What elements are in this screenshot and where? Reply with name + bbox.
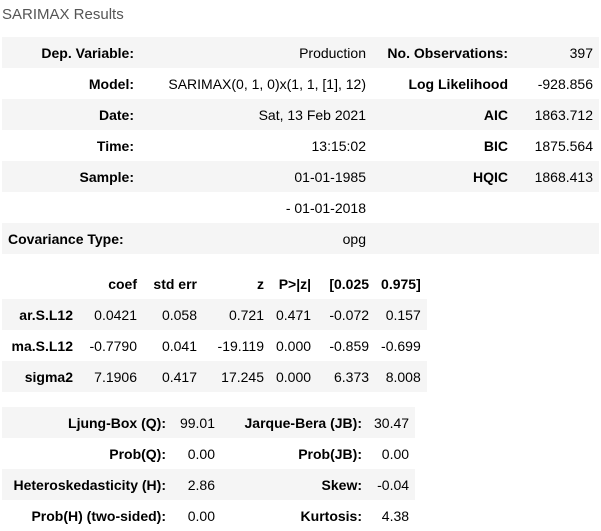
summary-stat-label: Log Likelihood [408, 75, 508, 92]
column-header: coef [108, 275, 137, 292]
summary-label: Date: [2, 99, 140, 130]
diagnostic-label: Prob(Q): [109, 445, 166, 462]
column-header: z [257, 275, 264, 292]
diagnostic-value: 2.86 [172, 469, 221, 500]
summary-label: Covariance Type: [2, 223, 140, 254]
diagnostic-value: 99.01 [172, 407, 221, 438]
summary-label: Model: [88, 75, 134, 92]
table-cell: 0.000 [270, 361, 318, 392]
row-label: sigma2 [2, 361, 79, 392]
summary-stat-value: 1875.564 [534, 137, 593, 154]
summary-stat-label: BIC [483, 137, 508, 154]
summary-stat-value [514, 223, 599, 254]
summary-table: Dep. Variable: Production No. Observatio… [2, 37, 599, 254]
summary-stat-label: HQIC [372, 161, 514, 192]
summary-value: 01-01-1985 [140, 161, 372, 192]
column-header [2, 268, 79, 299]
table-cell: 0.157 [375, 299, 427, 330]
row-label: ar.S.L12 [2, 299, 79, 330]
table-cell: 0.058 [143, 299, 203, 330]
table-row: Date: Sat, 13 Feb 2021 AIC 1863.712 [2, 99, 599, 130]
table-cell: 0.471 [270, 299, 318, 330]
table-row: Time: 13:15:02 BIC 1875.564 [2, 130, 599, 161]
diagnostic-label: Prob(H) (two-sided): [31, 507, 166, 524]
table-row: Ljung-Box (Q): 99.01 Jarque-Bera (JB): 3… [2, 407, 416, 438]
table-row: - 01-01-2018 [2, 192, 599, 223]
table-cell: 17.245 [203, 361, 270, 392]
table-cell: -0.072 [317, 299, 376, 330]
table-cell: 0.721 [203, 299, 270, 330]
summary-stat-label [372, 192, 514, 223]
diagnostic-value: 0.00 [187, 507, 215, 524]
table-row: Prob(H) (two-sided): 0.00 Kurtosis: 4.38 [2, 500, 415, 531]
table-cell: -0.7790 [89, 337, 137, 354]
table-cell: 8.008 [375, 361, 427, 392]
table-cell: -0.699 [381, 337, 421, 354]
summary-stat-value: 1868.413 [514, 161, 599, 192]
table-cell: 0.417 [143, 361, 203, 392]
table-header-row: coef std err z P>|z| [0.025 0.975] [2, 268, 427, 299]
summary-value: Production [140, 37, 372, 68]
summary-stat-value: 1863.712 [514, 99, 599, 130]
table-row: Prob(Q): 0.00 Prob(JB): 0.00 [2, 438, 415, 469]
column-header: std err [153, 275, 197, 292]
table-row: sigma2 7.1906 0.417 17.245 0.000 6.373 8… [2, 361, 427, 392]
diagnostic-value: 0.00 [381, 445, 410, 462]
table-cell: 7.1906 [79, 361, 143, 392]
column-header: P>|z| [278, 275, 312, 292]
coefficients-table: coef std err z P>|z| [0.025 0.975] ar.S.… [2, 268, 427, 392]
table-cell: -19.119 [217, 337, 264, 354]
table-row: ar.S.L12 0.0421 0.058 0.721 0.471 -0.072… [2, 299, 427, 330]
summary-stat-label: AIC [372, 99, 514, 130]
summary-stat-label [372, 223, 514, 254]
table-row: Heteroskedasticity (H): 2.86 Skew: -0.04 [2, 469, 416, 500]
summary-value: - 01-01-2018 [285, 199, 366, 216]
column-header: [0.025 [329, 275, 370, 292]
diagnostic-label: Heteroskedasticity (H): [2, 469, 172, 500]
summary-value: opg [140, 223, 372, 254]
summary-label: Sample: [2, 161, 140, 192]
table-row: ma.S.L12 -0.7790 0.041 -19.119 0.000 -0.… [2, 330, 427, 361]
table-cell: 0.0421 [79, 299, 143, 330]
column-header: 0.975] [381, 275, 421, 292]
diagnostic-label: Kurtosis: [300, 507, 362, 524]
summary-label: Dep. Variable: [2, 37, 140, 68]
summary-value: Sat, 13 Feb 2021 [140, 99, 372, 130]
diagnostic-value: 4.38 [381, 507, 410, 524]
diagnostic-label: Prob(JB): [298, 445, 362, 462]
table-row: Covariance Type: opg [2, 223, 599, 254]
diagnostic-label: Jarque-Bera (JB): [221, 407, 368, 438]
summary-label [2, 192, 140, 223]
summary-value: 13:15:02 [311, 137, 367, 154]
summary-stat-label: No. Observations: [372, 37, 514, 68]
row-label: ma.S.L12 [11, 337, 73, 354]
table-row: Model: SARIMAX(0, 1, 0)x(1, 1, [1], 12) … [2, 68, 599, 99]
summary-stat-value: 397 [514, 37, 599, 68]
summary-stat-value: -928.856 [537, 75, 593, 92]
summary-value: SARIMAX(0, 1, 0)x(1, 1, [1], 12) [168, 75, 366, 92]
diagnostic-value: 0.00 [187, 445, 215, 462]
summary-label: Time: [96, 137, 134, 154]
table-cell: 0.041 [161, 337, 197, 354]
summary-stat-value [514, 192, 599, 223]
diagnostic-value: 30.47 [368, 407, 416, 438]
diagnostic-value: -0.04 [368, 469, 416, 500]
table-cell: 0.000 [276, 337, 312, 354]
diagnostic-label: Ljung-Box (Q): [2, 407, 172, 438]
table-row: Dep. Variable: Production No. Observatio… [2, 37, 599, 68]
diagnostics-table: Ljung-Box (Q): 99.01 Jarque-Bera (JB): 3… [2, 407, 416, 531]
results-caption: SARIMAX Results [2, 6, 124, 23]
diagnostic-label: Skew: [221, 469, 368, 500]
table-cell: 6.373 [317, 361, 376, 392]
table-row: Sample: 01-01-1985 HQIC 1868.413 [2, 161, 599, 192]
table-cell: -0.859 [329, 337, 370, 354]
